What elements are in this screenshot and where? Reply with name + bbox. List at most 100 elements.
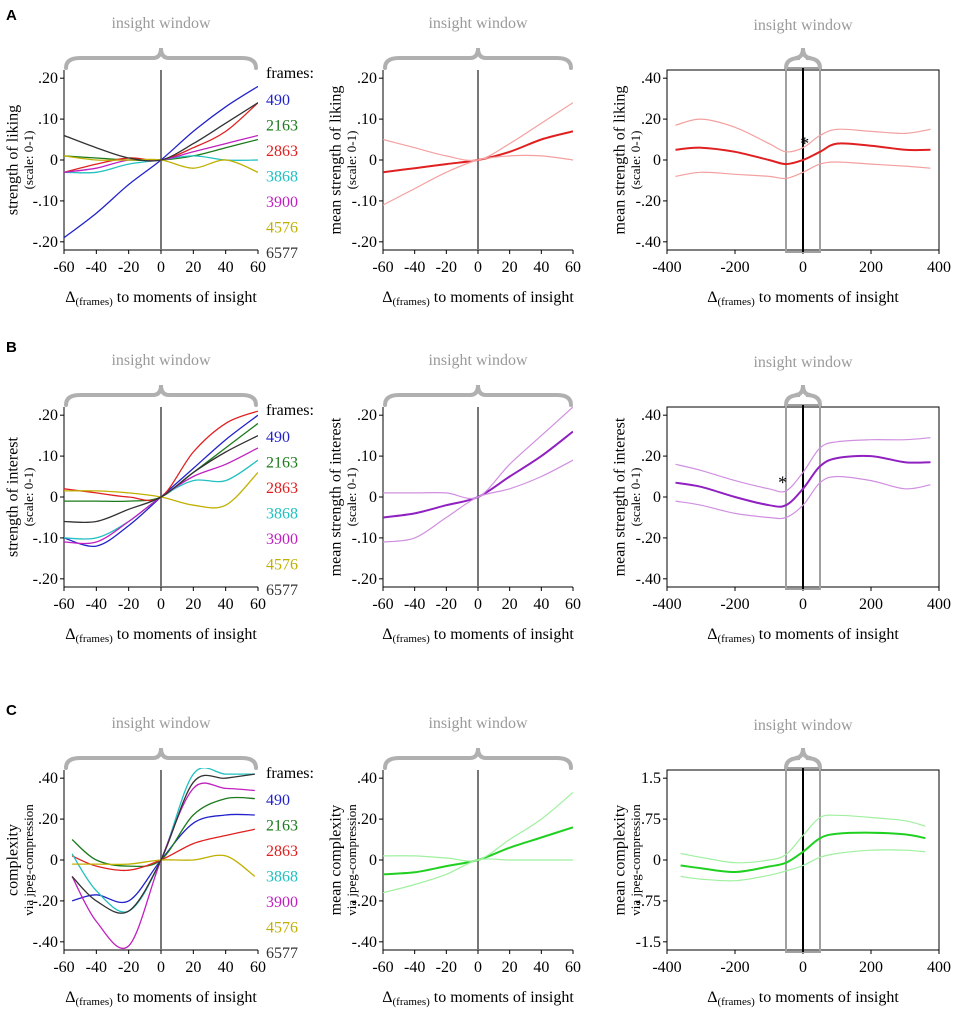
y-tick-label: 0 <box>653 852 661 869</box>
x-tick-label: -60 <box>53 596 74 613</box>
x-tick-label: -400 <box>652 259 681 276</box>
x-tick-label: 20 <box>185 959 201 976</box>
x-tick-label: -20 <box>118 596 139 613</box>
y-tick-label: 0 <box>653 152 661 169</box>
y-axis-sublabel: via jpeg-compression <box>344 804 359 916</box>
series-group <box>64 410 258 548</box>
x-tick-label: -20 <box>436 259 457 276</box>
x-tick-label: -200 <box>720 259 749 276</box>
x-axis-label-sub: (frames) <box>76 996 114 1008</box>
legend-entry-490: 490 <box>266 792 290 809</box>
series-line-6577 <box>64 435 258 524</box>
x-tick-label: -400 <box>652 596 681 613</box>
insight-window-brace <box>64 384 258 407</box>
y-tick-label: .20 <box>641 448 661 465</box>
x-axis-label-sub: (frames) <box>718 633 756 645</box>
insight-window-label: insight window <box>111 352 211 369</box>
y-axis-sublabel: (scale: 0-1) <box>344 131 359 190</box>
insight-window-label: insight window <box>428 15 528 32</box>
legend-entry-2163: 2163 <box>266 455 298 472</box>
chart-panel-C1: .40 .20 0 -.20 -.40 -60 -40 -20 0 20 40 60 complexit… <box>5 715 314 1008</box>
x-tick-label: -200 <box>720 959 749 976</box>
x-axis-label-delta: Δ <box>382 626 392 643</box>
legend-entry-6577: 6577 <box>266 582 298 599</box>
x-tick-label: -40 <box>404 959 425 976</box>
y-tick-label: .20 <box>357 70 377 87</box>
series-line-lower <box>383 459 573 543</box>
series-line-lower <box>383 154 573 206</box>
y-axis-sublabel: (scale: 0-1) <box>21 131 36 190</box>
y-tick-label: 0 <box>369 489 377 506</box>
y-tick-label: .40 <box>357 770 377 787</box>
series-line-6577 <box>64 102 258 162</box>
panel-letter-A: A <box>6 7 17 24</box>
x-axis-label-sub: (frames) <box>76 633 114 645</box>
x-tick-label: 40 <box>533 259 549 276</box>
x-axis-label-delta: Δ <box>65 989 75 1006</box>
y-tick-label: -.10 <box>33 193 58 210</box>
insight-window-brace <box>784 47 822 70</box>
legend-entry-6577: 6577 <box>266 945 298 962</box>
legend-entry-3868: 3868 <box>266 506 298 523</box>
chart-panel-C2: .40 .20 0 -.20 -.40 -60 -40 -20 0 20 40 60 mean comp… <box>328 715 581 1008</box>
y-tick-label: .20 <box>38 70 58 87</box>
x-tick-label: 60 <box>250 959 266 976</box>
x-axis-label-text: to moments of insight <box>113 626 258 643</box>
series-line-lower <box>675 161 931 180</box>
x-axis-label-sub: (frames) <box>718 996 756 1008</box>
x-tick-label: -40 <box>86 596 107 613</box>
y-tick-label: .20 <box>38 407 58 424</box>
x-tick-label: 400 <box>927 596 951 613</box>
x-tick-label: 0 <box>474 259 482 276</box>
x-axis-label-sub: (frames) <box>718 296 756 308</box>
x-tick-label: 60 <box>565 596 581 613</box>
x-axis-label-delta: Δ <box>707 626 717 643</box>
series-line-lower <box>675 475 931 520</box>
x-tick-label: 20 <box>502 259 518 276</box>
x-axis-label-text: to moments of insight <box>430 626 575 643</box>
y-tick-label: -.75 <box>636 893 661 910</box>
x-axis-label-delta: Δ <box>382 289 392 306</box>
legend-entry-3868: 3868 <box>266 869 298 886</box>
x-axis-label-sub: (frames) <box>76 296 114 308</box>
legend-entry-3868: 3868 <box>266 169 298 186</box>
legend: frames: 490 2163 2863 3868 3900 4576 6577 <box>266 402 314 599</box>
legend-entry-4576: 4576 <box>266 557 298 574</box>
series-group <box>675 437 931 520</box>
series-line-mean <box>675 454 931 508</box>
x-tick-label: -60 <box>372 596 393 613</box>
legend-title: frames: <box>266 765 314 782</box>
legend-title: frames: <box>266 65 314 82</box>
series-line-3900 <box>71 782 255 949</box>
y-axis-label: mean complexity <box>612 805 629 916</box>
x-tick-label: 60 <box>250 596 266 613</box>
x-tick-label: -20 <box>118 959 139 976</box>
legend-entry-3900: 3900 <box>266 194 298 211</box>
y-tick-label: .20 <box>38 811 58 828</box>
chart-panel-B1: .20 .10 0 -.10 -.20 -60 -40 -20 0 20 40 60 strength … <box>5 352 314 645</box>
x-tick-label: -60 <box>372 259 393 276</box>
panel-letter-C: C <box>6 702 17 719</box>
x-tick-label: -40 <box>86 959 107 976</box>
y-tick-label: -.40 <box>352 934 377 951</box>
x-tick-label: -400 <box>652 959 681 976</box>
y-tick-label: .40 <box>38 770 58 787</box>
y-tick-label: .40 <box>641 407 661 424</box>
insight-window-label: insight window <box>111 715 211 732</box>
x-axis-label-delta: Δ <box>707 989 717 1006</box>
y-tick-label: -.20 <box>352 234 377 251</box>
y-axis-sublabel: via jpeg-compression <box>628 804 643 916</box>
y-tick-label: 0 <box>50 852 58 869</box>
y-axis-label: mean strength of interest <box>612 417 629 576</box>
chart-panel-B2: .20 .10 0 -.10 -.20 -60 -40 -20 0 20 40 60 mean stre… <box>328 352 581 645</box>
x-tick-label: 20 <box>502 959 518 976</box>
x-tick-label: -40 <box>404 596 425 613</box>
x-axis-label: Δ(frames) to moments of insight <box>382 989 574 1008</box>
x-axis-label: Δ(frames) to moments of insight <box>382 289 574 308</box>
y-axis-label: mean strength of interest <box>328 417 345 576</box>
x-tick-label: 20 <box>185 596 201 613</box>
x-tick-label: 0 <box>799 596 807 613</box>
x-tick-label: 400 <box>927 259 951 276</box>
x-axis-label-delta: Δ <box>65 626 75 643</box>
legend-entry-490: 490 <box>266 429 290 446</box>
